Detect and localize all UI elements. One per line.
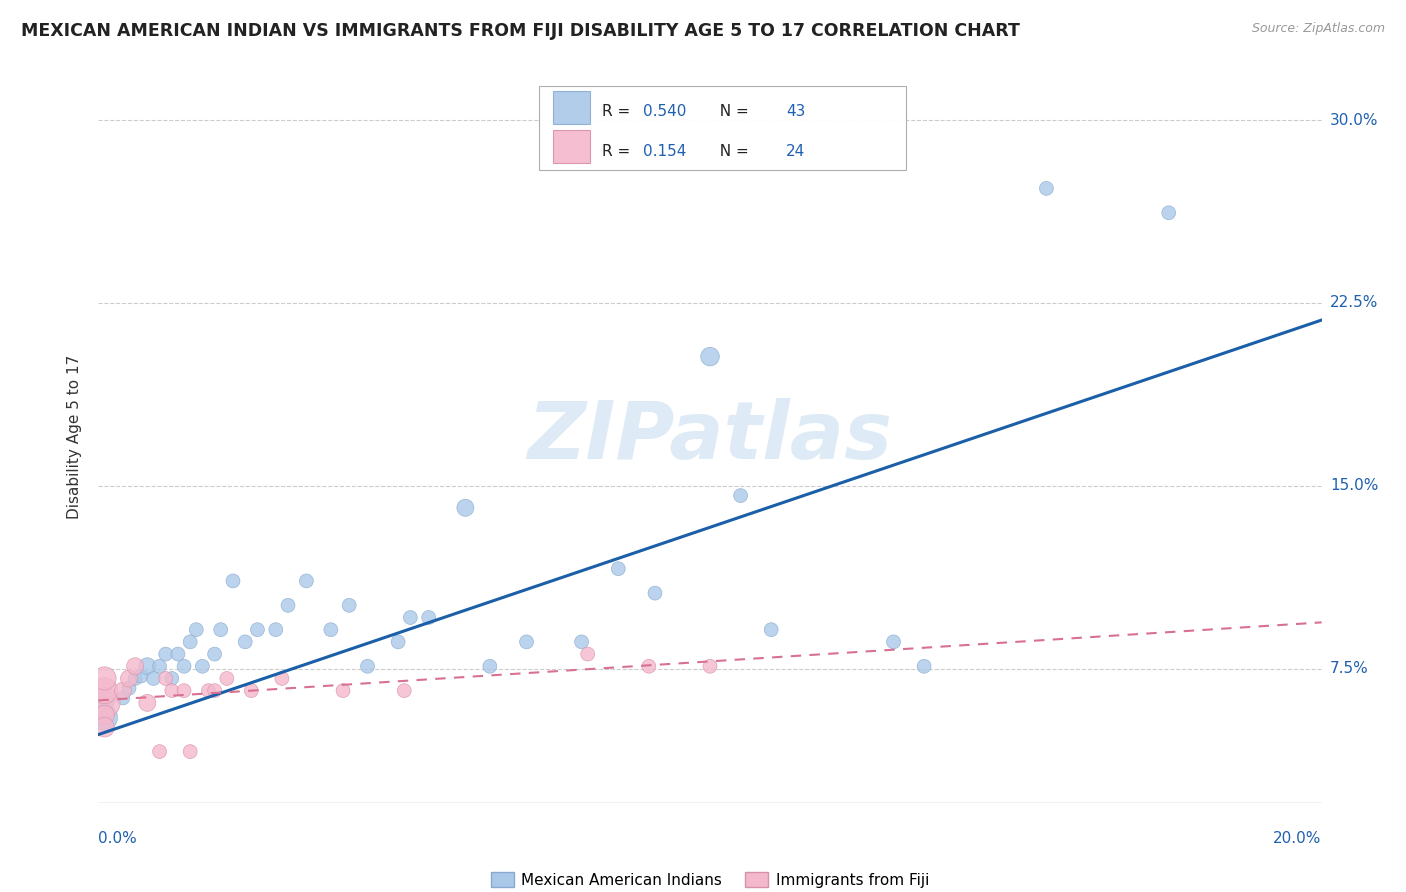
FancyBboxPatch shape: [538, 86, 905, 170]
Text: 43: 43: [786, 103, 806, 119]
Text: R =: R =: [602, 103, 636, 119]
Point: [186, 623, 208, 637]
Point: [264, 623, 287, 637]
Point: [160, 683, 183, 698]
Point: [93, 672, 115, 686]
Point: [1157, 206, 1180, 220]
Text: 30.0%: 30.0%: [1330, 112, 1378, 128]
Point: [118, 672, 141, 686]
Text: MEXICAN AMERICAN INDIAN VS IMMIGRANTS FROM FIJI DISABILITY AGE 5 TO 17 CORRELATI: MEXICAN AMERICAN INDIAN VS IMMIGRANTS FR…: [21, 22, 1019, 40]
Text: ZIPatlas: ZIPatlas: [527, 398, 893, 476]
Point: [337, 599, 360, 613]
Point: [204, 647, 226, 661]
Point: [197, 683, 219, 698]
Point: [571, 635, 593, 649]
Point: [215, 672, 238, 686]
Point: [246, 623, 269, 637]
Point: [233, 635, 256, 649]
Point: [204, 683, 226, 698]
Point: [387, 635, 409, 649]
Point: [149, 745, 172, 759]
Point: [136, 659, 159, 673]
Point: [93, 693, 115, 707]
Point: [912, 659, 935, 673]
Point: [167, 647, 190, 661]
Point: [277, 599, 299, 613]
Point: [136, 696, 159, 710]
Point: [93, 708, 115, 723]
Text: 7.5%: 7.5%: [1330, 661, 1368, 676]
Text: 0.540: 0.540: [643, 103, 686, 119]
Point: [699, 659, 721, 673]
Point: [270, 672, 292, 686]
Text: 0.154: 0.154: [643, 145, 686, 159]
Point: [730, 489, 752, 503]
Text: 22.5%: 22.5%: [1330, 295, 1378, 310]
Point: [699, 350, 721, 364]
Point: [478, 659, 501, 673]
Point: [173, 659, 195, 673]
Point: [637, 659, 661, 673]
Point: [399, 610, 422, 624]
Point: [118, 681, 141, 696]
Point: [179, 745, 201, 759]
Point: [124, 672, 146, 686]
Point: [332, 683, 354, 698]
Point: [111, 690, 134, 705]
Point: [93, 720, 115, 734]
Text: R =: R =: [602, 145, 636, 159]
Point: [356, 659, 378, 673]
Point: [576, 647, 599, 661]
Point: [93, 683, 115, 698]
Point: [607, 562, 630, 576]
Point: [454, 500, 477, 515]
Text: 0.0%: 0.0%: [98, 831, 138, 846]
Text: Source: ZipAtlas.com: Source: ZipAtlas.com: [1251, 22, 1385, 36]
Point: [142, 672, 165, 686]
Point: [418, 610, 440, 624]
Point: [155, 647, 177, 661]
Point: [222, 574, 245, 588]
FancyBboxPatch shape: [554, 91, 591, 124]
Point: [179, 635, 201, 649]
Point: [644, 586, 666, 600]
Point: [155, 672, 177, 686]
Text: N =: N =: [710, 145, 754, 159]
Point: [883, 635, 905, 649]
FancyBboxPatch shape: [554, 130, 591, 163]
Point: [129, 669, 152, 683]
Point: [240, 683, 263, 698]
Point: [111, 683, 134, 698]
Text: 24: 24: [786, 145, 806, 159]
Point: [124, 659, 146, 673]
Point: [191, 659, 214, 673]
Point: [209, 623, 232, 637]
Text: 20.0%: 20.0%: [1274, 831, 1322, 846]
Legend: Mexican American Indians, Immigrants from Fiji: Mexican American Indians, Immigrants fro…: [485, 866, 935, 892]
Text: 15.0%: 15.0%: [1330, 478, 1378, 493]
Point: [160, 672, 183, 686]
Point: [93, 696, 115, 710]
Point: [319, 623, 342, 637]
Point: [93, 710, 115, 724]
Point: [759, 623, 782, 637]
Point: [516, 635, 538, 649]
Point: [392, 683, 416, 698]
Point: [149, 659, 172, 673]
Text: N =: N =: [710, 103, 754, 119]
Point: [1035, 181, 1057, 195]
Point: [173, 683, 195, 698]
Y-axis label: Disability Age 5 to 17: Disability Age 5 to 17: [67, 355, 83, 519]
Point: [295, 574, 318, 588]
